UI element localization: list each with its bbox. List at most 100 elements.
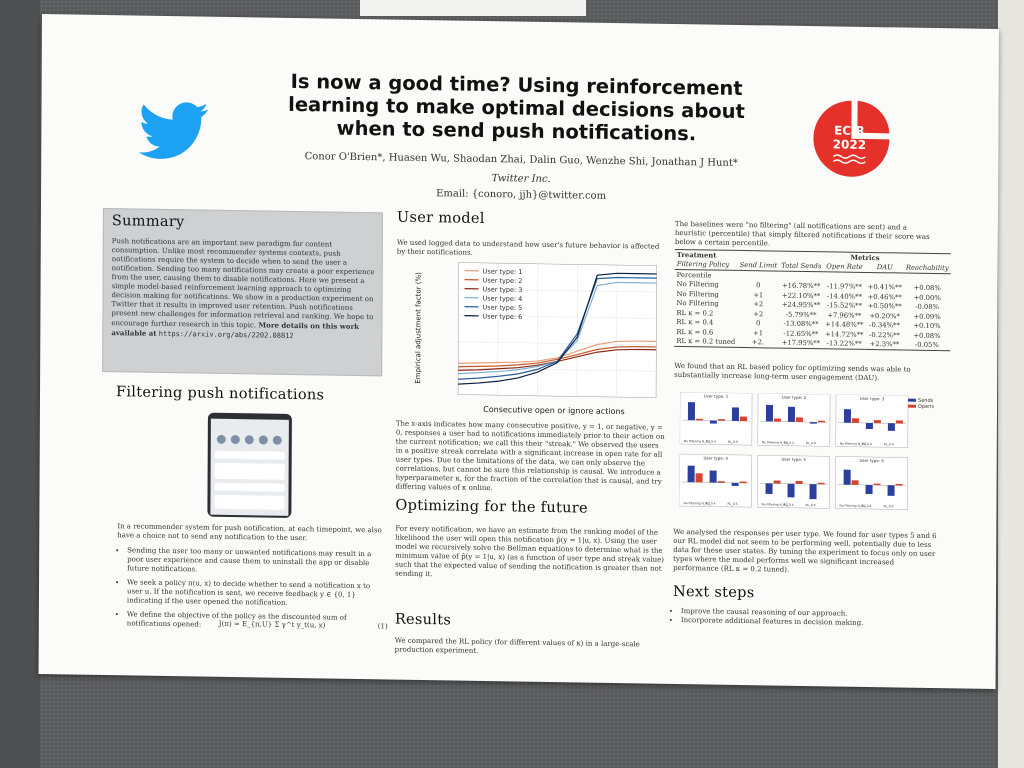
category-label: No Filtering N_0.2 [684, 439, 711, 443]
table-cell: +0.41%** [867, 283, 902, 292]
gridline [537, 263, 539, 396]
bar-opens [739, 481, 747, 484]
authors: Conor O'Brien*, Huasen Wu, Shaodan Zhai,… [304, 151, 738, 169]
gridline [458, 288, 657, 293]
panel-title: User type: 3 [860, 396, 885, 401]
streak-line-chart: Empirical adjustment factor (%) User type… [414, 262, 657, 398]
bar-sends [787, 483, 795, 498]
chart-x-label: Consecutive open or ignore actions [483, 404, 625, 417]
table-column-header: DAU [865, 262, 904, 274]
table-cell: Percentile [676, 270, 712, 280]
category-label: RL_0.4 [784, 441, 794, 445]
paper-strip [360, 0, 586, 16]
panel-title: User type: 4 [703, 455, 728, 460]
table-cell: RL κ = 0.2 tuned [674, 336, 738, 348]
table-cell: +16.78%** [781, 281, 821, 291]
filtering-bullet: We seek a policy π(u, x) to decide wheth… [127, 578, 385, 609]
summary-text: Push notifications are an important new … [111, 237, 376, 342]
summary-title: Summary [111, 213, 185, 231]
table-cell: RL κ = 0.6 [676, 327, 714, 337]
bar-panel: User type: 2 No Filtering N_0.2RL_0.4 RL_0… [757, 393, 831, 447]
poster: Is now a good time? Using reinforcement … [38, 14, 999, 689]
optimizing-title: Optimizing for the future [395, 497, 588, 517]
table-cell: RL κ = 0.4 [676, 318, 714, 327]
filtering-bullet: Sending the user too many or unwanted no… [127, 546, 385, 577]
user-model-title: User model [396, 209, 485, 227]
table-cell: +22.10%** [781, 291, 821, 300]
category-label: RL_0.6 [806, 441, 816, 445]
table-cell: No Filtering [676, 289, 719, 299]
poster-title: Is now a good time? Using reinforcement … [288, 69, 745, 146]
bar-opens [873, 483, 881, 486]
table-cell: +0.20%* [869, 311, 900, 321]
gridline [616, 265, 618, 398]
table-cell: -15.52%** [826, 301, 862, 311]
legend-label: Opens [917, 403, 934, 411]
category-label: RL_0.4 [862, 442, 872, 446]
bar-sends [865, 422, 873, 430]
twitter-bird-icon [139, 102, 209, 159]
legend-label: User type: 6 [482, 312, 522, 321]
table-cell: -13.22%** [822, 338, 866, 350]
table-cell [866, 272, 904, 283]
table-cell: +7.96%** [827, 311, 862, 320]
category-label: RL_0.4 [706, 439, 716, 443]
legend-swatch-sends [908, 398, 917, 402]
table-cell: -5.79%** [785, 310, 817, 319]
bar-opens [895, 483, 903, 486]
table-cell: -0.34%** [869, 321, 900, 330]
affiliation: Twitter Inc. [491, 173, 551, 185]
category-label: No Filtering N_0.2 [762, 440, 789, 444]
table-cell: +17.95%** [778, 338, 823, 349]
next-steps-title: Next steps [672, 583, 755, 602]
results-title: Results [394, 611, 452, 629]
table-cell: -12.65%** [783, 329, 819, 338]
bar-sends [687, 402, 696, 421]
legend-label: User type: 3 [483, 285, 523, 294]
bar-panel: User type: 5 No Filtering N_0.2RL_0.4 RL_0… [757, 455, 830, 509]
gridline [458, 315, 657, 319]
series-line [458, 276, 657, 380]
summary-box: Summary Push notifications are an import… [102, 207, 383, 377]
user-type-bar-charts: User type: 1No Filtering N_0.2RL_0.4 RL_0… [679, 392, 909, 510]
bar-opens [873, 420, 881, 424]
bar-sends [687, 465, 695, 483]
bar-sends [809, 422, 817, 424]
bar-legend: Sends Opens [907, 398, 934, 411]
category-label: RL_0.4 [861, 504, 871, 508]
legend-label: User type: 2 [483, 276, 523, 285]
table-cell: +2. [737, 337, 779, 349]
email: Email: {conoro, jjh}@twitter.com [436, 188, 607, 202]
bar-sends [765, 404, 774, 422]
panel-frame [757, 455, 830, 509]
category-label: No Filtering N_0.2 [839, 504, 866, 508]
filtering-intro: In a recommender system for push notific… [117, 522, 382, 543]
bar-sends [731, 482, 739, 486]
found-text: We found that an RL based policy for opt… [674, 361, 911, 383]
bar-panel: User type: 1 No Filtering N_0.2RL_0.4 RL_0… [679, 392, 753, 446]
bar-opens [895, 420, 903, 424]
panel-title: User type: 6 [859, 458, 884, 463]
gridline [458, 341, 657, 346]
category-label: No Filtering N_0.2 [683, 501, 710, 505]
category-label: RL_0.6 [883, 504, 893, 508]
legend-label: User type: 1 [483, 267, 523, 276]
table-cell: -13.08%** [783, 319, 819, 329]
ecir-logo: ECIR 2022 [813, 100, 890, 177]
filtering-title: Filtering push notifications [115, 384, 325, 404]
bar-opens [695, 473, 703, 483]
bar-sends [787, 406, 795, 422]
gridline [576, 264, 578, 397]
category-label: No Filtering N_0.2 [761, 502, 788, 506]
board-edge-left [0, 0, 40, 768]
analysis-text: We analysed the responses per user type.… [673, 527, 937, 574]
bar-opens [817, 482, 825, 485]
table-cell [779, 271, 823, 282]
arxiv-link[interactable]: https://arxiv.org/abs/2202.08812 [158, 329, 294, 340]
series-line [458, 340, 657, 364]
bar-opens [739, 416, 747, 422]
table-cell: +14.72%** [824, 330, 864, 339]
bar-opens [817, 420, 825, 423]
category-label: RL_0.6 [727, 502, 737, 506]
bar-opens [773, 418, 781, 422]
